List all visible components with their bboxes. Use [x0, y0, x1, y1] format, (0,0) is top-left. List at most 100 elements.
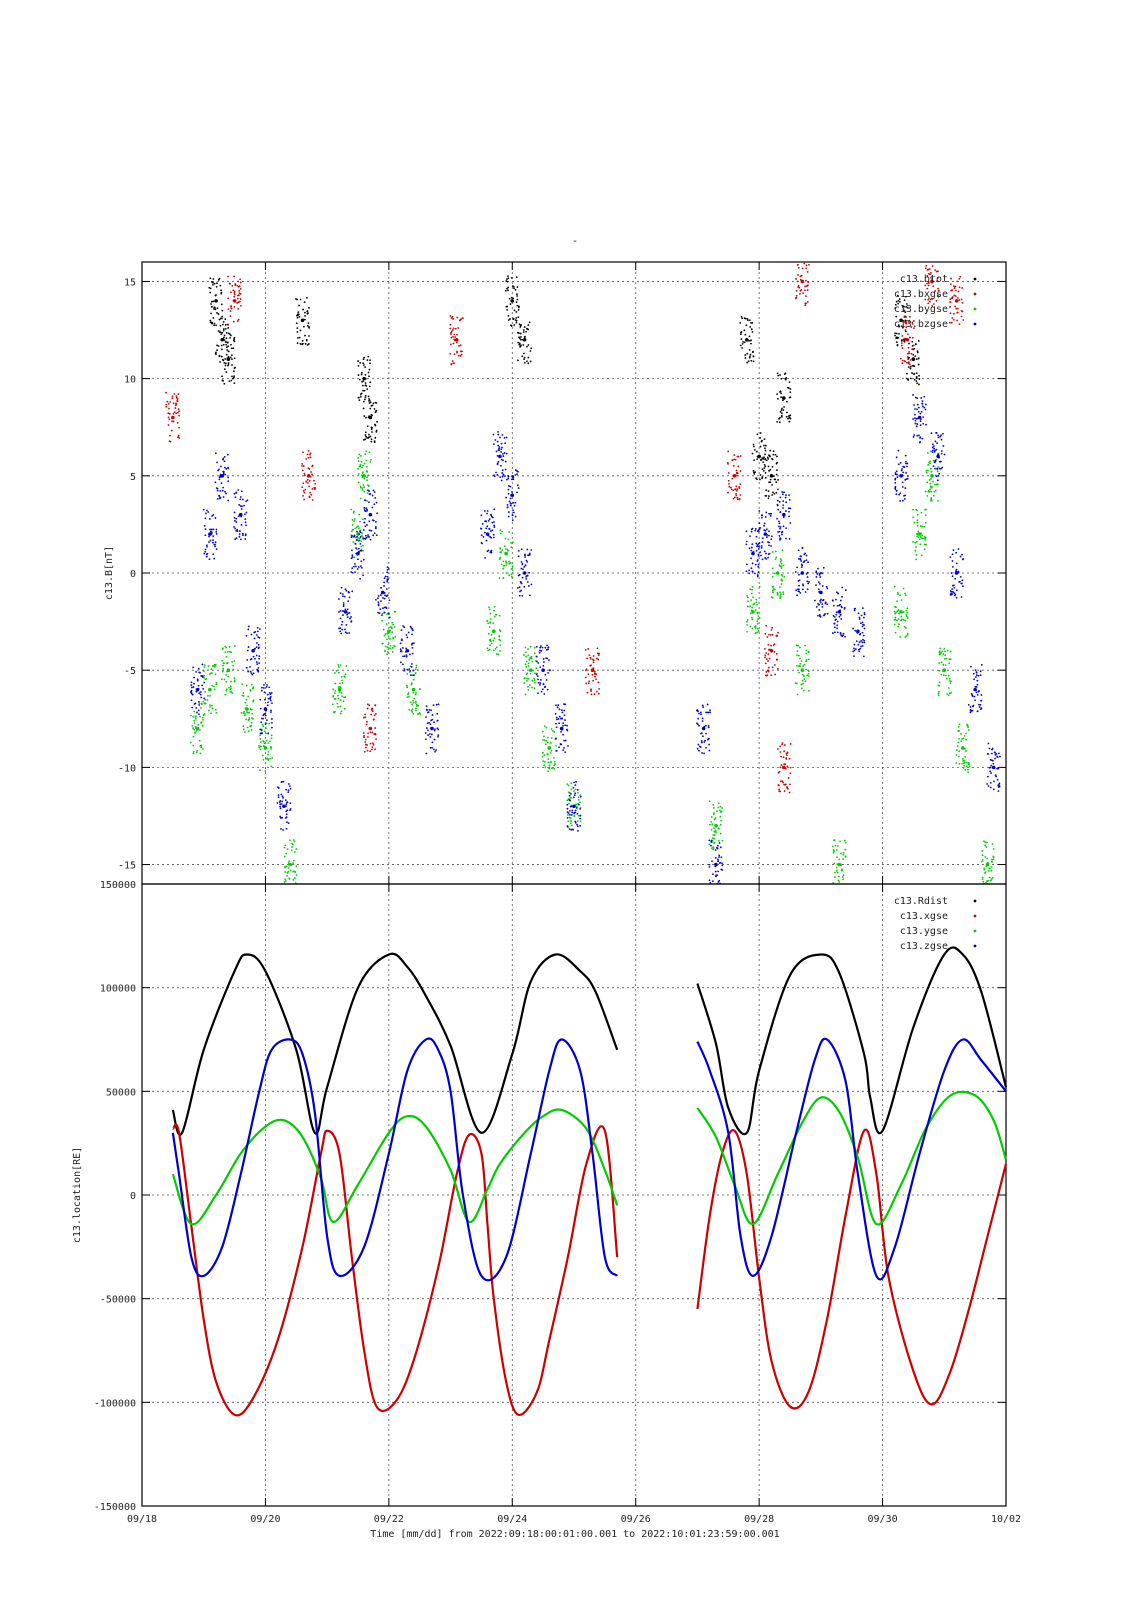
data-point: [753, 473, 756, 475]
data-point: [338, 611, 340, 613]
data-point: [293, 886, 295, 888]
data-point: [500, 458, 503, 461]
data-point: [280, 827, 282, 830]
data-point: [728, 482, 730, 485]
data-point: [960, 740, 963, 743]
data-point: [483, 510, 486, 512]
data-point: [570, 828, 573, 831]
data-point: [799, 591, 802, 594]
data-point: [708, 879, 711, 882]
data-point: [936, 276, 939, 279]
data-point: [759, 551, 762, 554]
data-point: [250, 721, 253, 724]
data-point: [242, 711, 245, 714]
data-point: [914, 422, 917, 425]
data-point: [775, 462, 778, 465]
data-point: [717, 806, 720, 809]
data-point: [732, 464, 735, 467]
data-point: [495, 450, 498, 453]
data-point: [507, 314, 510, 317]
data-point: [172, 402, 175, 405]
data-point: [221, 331, 224, 334]
data-point: [426, 722, 429, 725]
data-point: [767, 556, 769, 559]
data-point: [384, 650, 386, 652]
data-point: [711, 860, 713, 863]
data-point: [764, 516, 767, 518]
data-point: [914, 343, 917, 346]
data-point: [894, 473, 897, 476]
data-point: [955, 589, 958, 592]
data-point: [788, 757, 791, 760]
data-point: [525, 330, 528, 333]
data-point: [932, 449, 934, 452]
data-point: [942, 674, 945, 677]
legend-label: c13.zgse: [900, 941, 948, 952]
data-point: [804, 285, 807, 288]
data-point: [508, 562, 511, 565]
data-point: [805, 264, 808, 267]
data-point: [955, 551, 957, 554]
data-point: [857, 648, 860, 651]
data-point: [258, 662, 261, 665]
data-point: [804, 258, 806, 260]
data-point: [711, 873, 714, 876]
data-point: [219, 324, 222, 327]
data-point: [363, 521, 366, 524]
data-point: [835, 613, 838, 616]
data-point: [192, 666, 195, 669]
data-point: [493, 630, 496, 633]
data-point: [975, 674, 978, 677]
data-point: [862, 616, 865, 619]
data-point: [906, 338, 909, 341]
data-point: [165, 405, 168, 408]
data-point: [219, 331, 222, 334]
data-point: [285, 805, 287, 807]
data-point: [368, 375, 370, 378]
data-point: [727, 462, 729, 465]
data-point: [782, 781, 785, 784]
data-point: [239, 496, 242, 498]
data-point: [982, 887, 984, 889]
data-point: [803, 560, 806, 562]
y-tick-label: -15: [118, 861, 136, 872]
data-point: [190, 699, 193, 702]
data-point: [222, 380, 224, 382]
data-point: [713, 812, 715, 814]
data-point: [904, 592, 906, 595]
data-point: [862, 655, 865, 658]
data-point: [501, 434, 504, 436]
data-point: [592, 659, 595, 662]
data-point: [927, 298, 930, 301]
data-point: [957, 297, 959, 299]
data-point: [713, 830, 716, 833]
data-point: [771, 666, 774, 669]
data-point: [520, 338, 522, 341]
data-point: [542, 760, 544, 763]
data-point: [960, 298, 963, 301]
data-point: [368, 726, 373, 731]
data-point: [371, 494, 374, 497]
data-point: [807, 650, 810, 653]
data-point: [556, 718, 558, 721]
data-point: [984, 841, 987, 844]
x-tick-label: 09/26: [621, 1514, 651, 1525]
data-point: [415, 666, 418, 669]
data-point: [929, 273, 931, 276]
data-point: [543, 760, 546, 763]
data-point: [494, 647, 497, 650]
data-point: [972, 672, 975, 675]
data-point: [380, 592, 383, 595]
data-point: [383, 577, 386, 580]
data-point: [914, 408, 916, 410]
data-point: [292, 859, 295, 862]
data-point: [933, 490, 936, 493]
data-point: [296, 298, 299, 301]
data-point: [897, 463, 900, 466]
data-point: [536, 675, 539, 677]
data-point: [904, 315, 906, 318]
data-point: [771, 483, 773, 486]
data-point: [541, 730, 544, 733]
data-point: [777, 479, 779, 481]
